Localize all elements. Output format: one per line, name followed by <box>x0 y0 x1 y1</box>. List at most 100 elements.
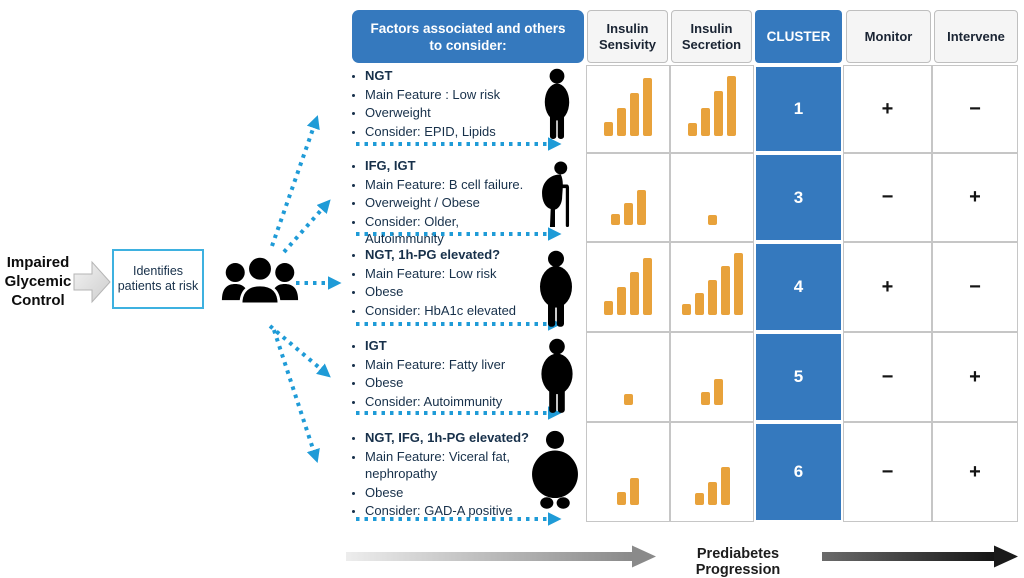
severely-obese-person-icon <box>532 430 578 509</box>
chart-bar <box>610 214 620 225</box>
column-header-monitor: Monitor <box>846 10 931 63</box>
monitor-cell-row3: + <box>843 242 932 332</box>
monitor-cell-row2: − <box>843 153 932 242</box>
intervene-cell-row2: + <box>932 153 1018 242</box>
factor-bullet: Consider: Autoimmunity <box>365 393 532 411</box>
monitor-cell-row4: − <box>843 332 932 422</box>
factor-bullet: Main Feature: Fatty liver <box>365 356 532 374</box>
fan-arrow-row2 <box>282 199 331 254</box>
factor-bullet: Consider: EPID, Lipids <box>365 123 532 141</box>
progression-arrow-left <box>346 545 656 568</box>
cluster-cell-row5: 6 <box>754 422 843 522</box>
factors-header: Factors associated and others to conside… <box>352 10 584 63</box>
factor-bullet: Obese <box>365 374 532 392</box>
factor-bullet: Consider: HbA1c elevated <box>365 302 532 320</box>
secretion-chart-row5 <box>670 422 754 522</box>
factor-bullet: Main Feature : Low risk <box>365 86 532 104</box>
chart-bar <box>720 266 730 315</box>
column-header-intervene: Intervene <box>934 10 1018 63</box>
factor-bullet: Obese <box>365 484 532 502</box>
secretion-chart-row1 <box>670 65 754 153</box>
chart-bar <box>714 379 723 405</box>
fan-arrow-row5 <box>272 329 320 463</box>
chart-bar <box>707 280 717 315</box>
overweight-person-icon <box>544 68 570 140</box>
factor-bullet: Overweight / Obese <box>365 194 532 212</box>
factor-bullet: NGT, 1h-PG elevated? <box>365 246 532 264</box>
progression-arrow-right <box>822 545 1018 568</box>
cluster-cell-row3: 4 <box>754 242 843 332</box>
secretion-chart-row3 <box>670 242 754 332</box>
intervene-cell-row5: + <box>932 422 1018 522</box>
column-header-insulin-secretion: Insulin Secretion <box>671 10 752 63</box>
chart-bar <box>681 304 691 315</box>
chart-bar <box>617 287 626 315</box>
chart-bar <box>617 108 626 136</box>
factor-bullet: Obese <box>365 283 532 301</box>
secretion-chart-row2 <box>670 153 754 242</box>
chart-bar <box>636 190 646 225</box>
factors-row1: NGT Main Feature : Low risk Overweight C… <box>350 67 532 141</box>
cluster-cell-row4: 5 <box>754 332 843 422</box>
chart-bar <box>604 301 613 315</box>
chart-bar <box>688 123 697 136</box>
chart-bar <box>720 467 730 505</box>
block-arrow-right-icon <box>73 260 111 304</box>
prediabetes-progression-label: Prediabetes Progression <box>695 546 781 578</box>
chart-bar <box>643 258 652 315</box>
chart-bar <box>630 478 639 505</box>
elderly-person-with-cane-icon <box>542 161 570 227</box>
column-header-cluster: CLUSTER <box>755 10 842 63</box>
factor-bullet: NGT <box>365 67 532 85</box>
intervene-cell-row1: − <box>932 65 1018 153</box>
sensitivity-chart-row4 <box>586 332 670 422</box>
cluster-cell-row1: 1 <box>754 65 843 153</box>
factor-bullet: IGT <box>365 337 532 355</box>
monitor-cell-row5: − <box>843 422 932 522</box>
chart-bar <box>623 394 633 405</box>
chart-bar <box>694 293 704 315</box>
factors-row5: NGT, IFG, 1h-PG elevated? Main Feature: … <box>350 429 532 521</box>
factor-bullet: Main Feature: Low risk <box>365 265 532 283</box>
sensitivity-chart-row5 <box>586 422 670 522</box>
chart-bar <box>701 108 710 136</box>
factor-bullet: Main Feature: Viceral fat, nephropathy <box>365 448 532 483</box>
chart-bar <box>623 203 633 225</box>
chart-bar <box>714 91 723 136</box>
obese-person-icon <box>541 338 573 413</box>
factor-bullet: NGT, IFG, 1h-PG elevated? <box>365 429 532 447</box>
factor-bullet: Main Feature: B cell failure. <box>365 176 532 194</box>
chart-bar <box>694 493 704 505</box>
chart-bar <box>733 253 743 315</box>
sensitivity-chart-row1 <box>586 65 670 153</box>
column-header-insulin-sensitivity: Insulin Sensivity <box>587 10 668 63</box>
identifies-patients-label: Identifies patients at risk <box>117 264 199 293</box>
identifies-patients-box: Identifies patients at risk <box>112 249 204 309</box>
cluster-cell-row2: 3 <box>754 153 843 242</box>
people-group-icon <box>221 254 299 306</box>
factors-row2: IFG, IGT Main Feature: B cell failure. O… <box>350 157 532 249</box>
factor-bullet: IFG, IGT <box>365 157 532 175</box>
impaired-glycemic-control-label: Impaired Glycemic Control <box>4 254 72 309</box>
chart-bar <box>630 272 639 315</box>
chart-bar <box>727 76 736 136</box>
intervene-cell-row4: + <box>932 332 1018 422</box>
chart-bar <box>643 78 652 136</box>
factor-bullet: Consider: GAD-A positive <box>365 502 532 520</box>
chart-bar <box>604 122 613 136</box>
fan-arrow-row4 <box>268 324 331 378</box>
fan-arrow-row1 <box>270 115 320 247</box>
chart-bar <box>707 215 717 225</box>
chart-bar <box>617 492 626 505</box>
obese-person-icon <box>540 250 572 327</box>
factor-bullet: Overweight <box>365 104 532 122</box>
factors-row3: NGT, 1h-PG elevated? Main Feature: Low r… <box>350 246 532 320</box>
secretion-chart-row4 <box>670 332 754 422</box>
factor-bullet: Consider: Older, Autoimmunity <box>365 213 532 248</box>
chart-bar <box>701 392 710 405</box>
monitor-cell-row1: + <box>843 65 932 153</box>
chart-bar <box>630 93 639 136</box>
intervene-cell-row3: − <box>932 242 1018 332</box>
sensitivity-chart-row3 <box>586 242 670 332</box>
